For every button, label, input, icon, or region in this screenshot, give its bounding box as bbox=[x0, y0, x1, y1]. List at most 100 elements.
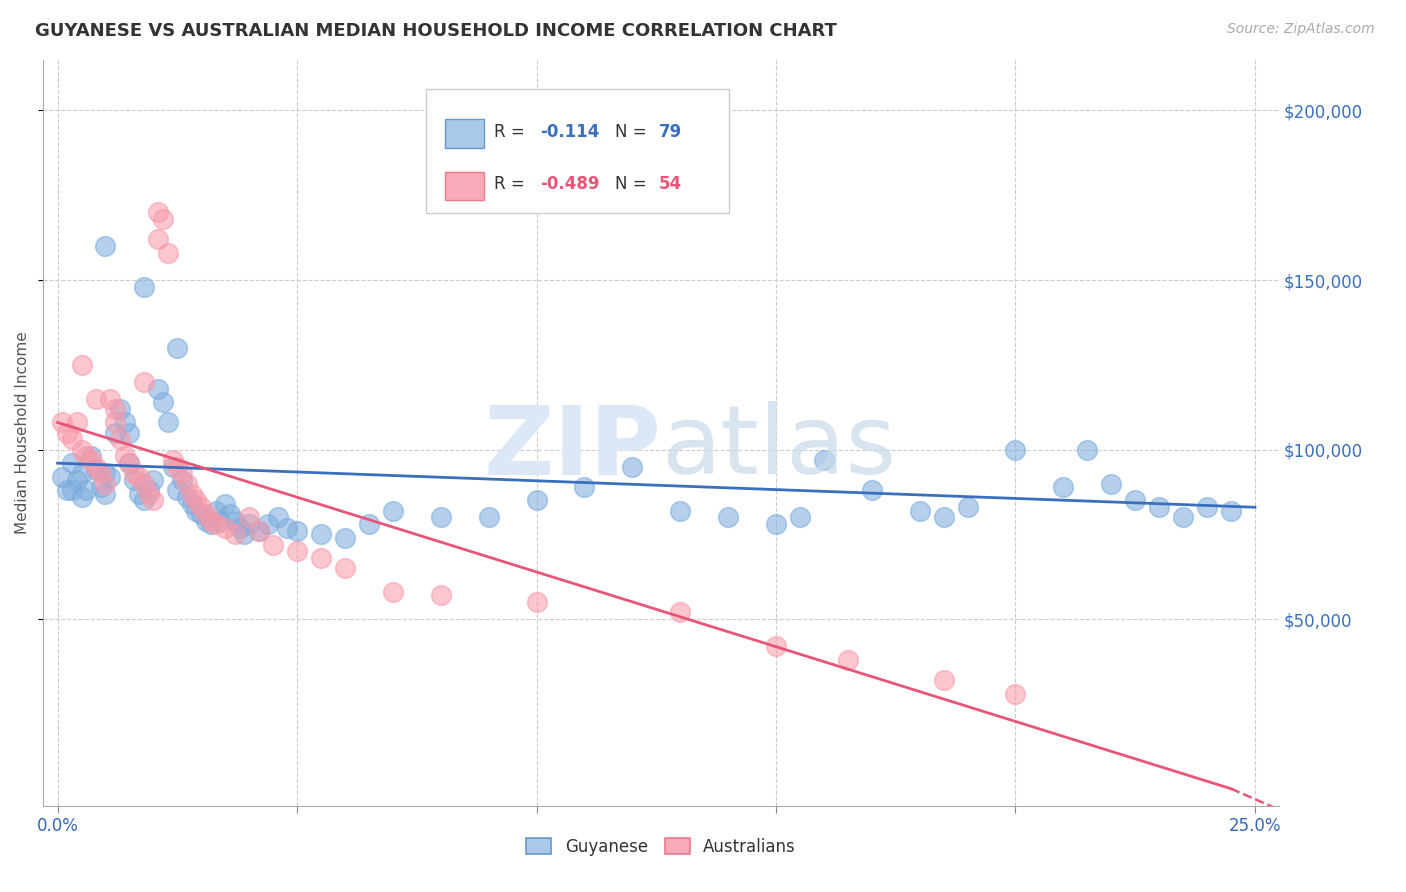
Point bbox=[224, 514, 246, 528]
Text: R =: R = bbox=[495, 175, 530, 194]
Legend: Guyanese, Australians: Guyanese, Australians bbox=[517, 830, 804, 864]
Point bbox=[908, 503, 931, 517]
Point bbox=[1004, 687, 1026, 701]
Point bbox=[118, 456, 141, 470]
Bar bbox=[444, 120, 484, 148]
Point bbox=[70, 467, 93, 481]
Point bbox=[186, 493, 208, 508]
Point bbox=[526, 595, 548, 609]
Point bbox=[717, 510, 740, 524]
Point bbox=[166, 459, 188, 474]
Point bbox=[1147, 500, 1170, 515]
Point bbox=[60, 483, 83, 498]
Point bbox=[333, 561, 356, 575]
Point bbox=[142, 493, 165, 508]
Point bbox=[90, 480, 112, 494]
Point bbox=[429, 589, 451, 603]
Point bbox=[200, 514, 222, 528]
Point bbox=[128, 486, 150, 500]
Point bbox=[765, 640, 787, 654]
Point bbox=[224, 527, 246, 541]
Point bbox=[80, 452, 103, 467]
Point bbox=[98, 392, 121, 406]
Point bbox=[333, 531, 356, 545]
Point bbox=[152, 212, 174, 227]
Point bbox=[276, 520, 298, 534]
Bar bbox=[444, 171, 484, 200]
Point bbox=[285, 524, 308, 538]
Point bbox=[180, 486, 202, 500]
Point bbox=[381, 503, 404, 517]
Point bbox=[195, 507, 218, 521]
Point bbox=[214, 497, 236, 511]
Point bbox=[94, 467, 117, 481]
Point bbox=[146, 205, 169, 219]
Point bbox=[1099, 476, 1122, 491]
Point bbox=[180, 497, 202, 511]
Point bbox=[114, 416, 136, 430]
Point bbox=[1004, 442, 1026, 457]
Point bbox=[156, 416, 179, 430]
Point bbox=[262, 537, 284, 551]
Point bbox=[138, 483, 160, 498]
Point bbox=[90, 467, 112, 481]
Point bbox=[267, 510, 290, 524]
Point bbox=[108, 433, 131, 447]
Point bbox=[429, 510, 451, 524]
Point bbox=[285, 544, 308, 558]
Point bbox=[247, 524, 270, 538]
Point bbox=[789, 510, 811, 524]
Point bbox=[247, 524, 270, 538]
Point bbox=[1171, 510, 1194, 524]
Text: GUYANESE VS AUSTRALIAN MEDIAN HOUSEHOLD INCOME CORRELATION CHART: GUYANESE VS AUSTRALIAN MEDIAN HOUSEHOLD … bbox=[35, 22, 837, 40]
Point bbox=[118, 456, 141, 470]
Point bbox=[860, 483, 883, 498]
Point bbox=[132, 280, 155, 294]
Point bbox=[84, 392, 107, 406]
Point bbox=[152, 395, 174, 409]
Text: atlas: atlas bbox=[661, 401, 896, 494]
Point bbox=[118, 425, 141, 440]
Point bbox=[621, 459, 644, 474]
Point bbox=[195, 514, 218, 528]
Point bbox=[84, 463, 107, 477]
Point bbox=[70, 442, 93, 457]
Point bbox=[176, 476, 198, 491]
Point bbox=[574, 480, 596, 494]
Y-axis label: Median Household Income: Median Household Income bbox=[15, 331, 30, 534]
Point bbox=[166, 341, 188, 355]
Point bbox=[56, 483, 79, 498]
Text: R =: R = bbox=[495, 123, 530, 141]
Point bbox=[146, 382, 169, 396]
Point bbox=[219, 507, 242, 521]
Text: ZIP: ZIP bbox=[484, 401, 661, 494]
Point bbox=[66, 473, 89, 487]
Point bbox=[162, 459, 184, 474]
Point bbox=[381, 585, 404, 599]
Point bbox=[128, 469, 150, 483]
Text: N =: N = bbox=[616, 175, 652, 194]
Point bbox=[104, 425, 127, 440]
Point bbox=[176, 490, 198, 504]
Point bbox=[162, 452, 184, 467]
Point bbox=[138, 486, 160, 500]
Point bbox=[156, 246, 179, 260]
Text: 79: 79 bbox=[658, 123, 682, 141]
Point bbox=[1052, 480, 1074, 494]
Point bbox=[190, 507, 212, 521]
Point bbox=[60, 433, 83, 447]
Point bbox=[94, 486, 117, 500]
Point bbox=[233, 527, 256, 541]
Point bbox=[238, 517, 260, 532]
Point bbox=[1123, 493, 1146, 508]
Point bbox=[132, 375, 155, 389]
Text: N =: N = bbox=[616, 123, 652, 141]
Point bbox=[214, 520, 236, 534]
Point bbox=[94, 476, 117, 491]
Point bbox=[104, 416, 127, 430]
Point bbox=[142, 473, 165, 487]
Point bbox=[84, 459, 107, 474]
Point bbox=[238, 510, 260, 524]
Point bbox=[1076, 442, 1098, 457]
Point bbox=[932, 673, 955, 688]
